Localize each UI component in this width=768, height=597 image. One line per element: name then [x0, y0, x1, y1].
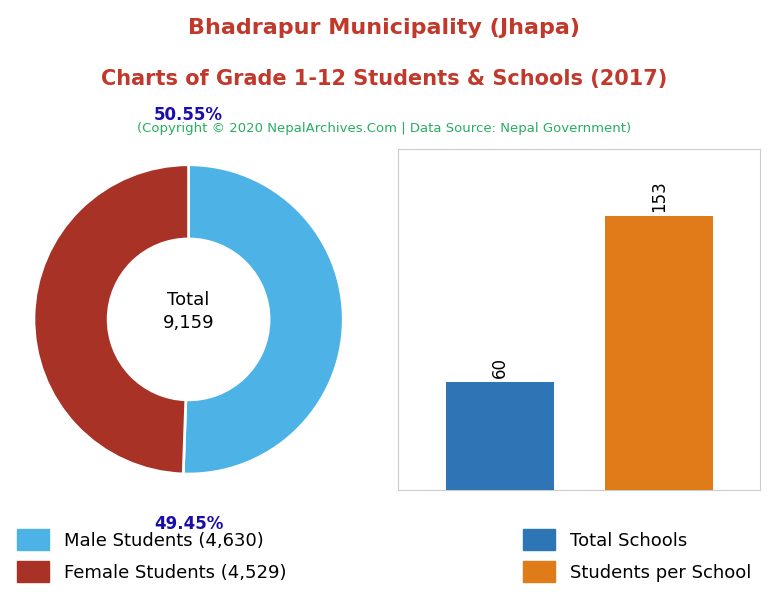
Bar	[604, 216, 713, 490]
Legend: Male Students (4,630), Female Students (4,529): Male Students (4,630), Female Students (…	[17, 530, 286, 582]
Wedge shape	[34, 165, 189, 474]
Text: 153: 153	[650, 180, 668, 212]
Text: 49.45%: 49.45%	[154, 515, 223, 533]
Wedge shape	[184, 165, 343, 474]
Text: Bhadrapur Municipality (Jhapa): Bhadrapur Municipality (Jhapa)	[188, 18, 580, 38]
Text: (Copyright © 2020 NepalArchives.Com | Data Source: Nepal Government): (Copyright © 2020 NepalArchives.Com | Da…	[137, 122, 631, 136]
Text: Charts of Grade 1-12 Students & Schools (2017): Charts of Grade 1-12 Students & Schools …	[101, 69, 667, 89]
Text: Total
9,159: Total 9,159	[163, 291, 214, 333]
Bar	[445, 382, 554, 490]
Text: 60: 60	[491, 358, 508, 378]
Legend: Total Schools, Students per School: Total Schools, Students per School	[523, 530, 751, 582]
Text: 50.55%: 50.55%	[154, 106, 223, 124]
